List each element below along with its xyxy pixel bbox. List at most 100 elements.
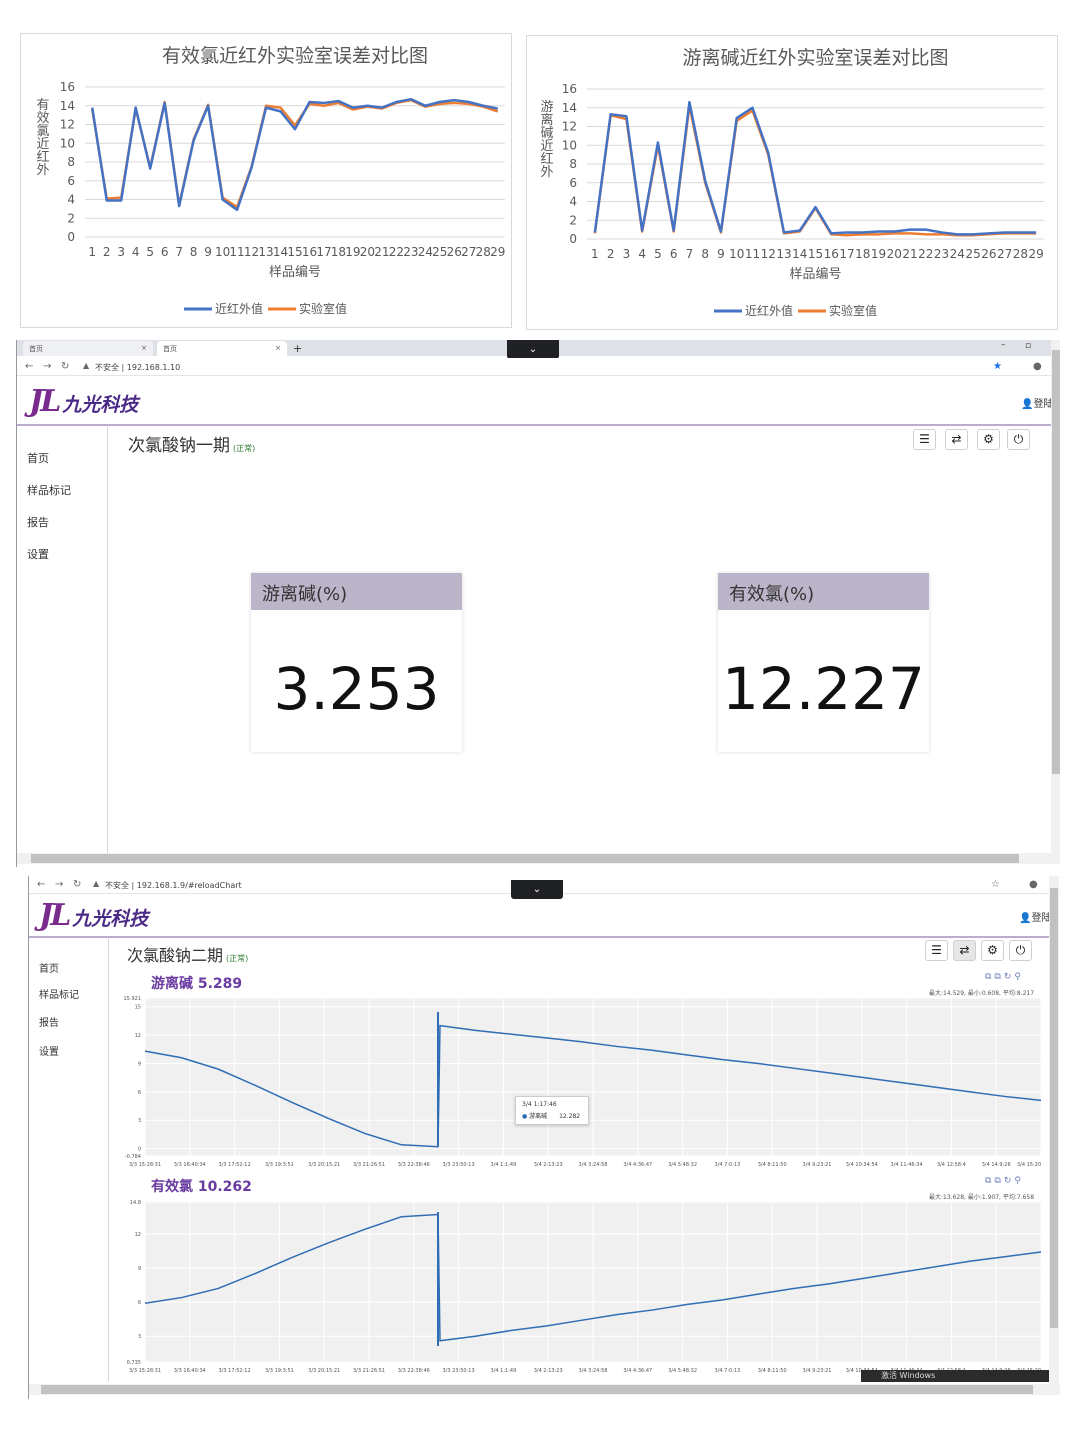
x-tick-label: 11 — [745, 247, 760, 261]
login-link[interactable]: 👤登陆 — [1019, 909, 1051, 924]
nav-sample-mark[interactable]: 样品标记 — [39, 990, 79, 1001]
vertical-scrollbar[interactable] — [1051, 340, 1060, 853]
chart-toolbox[interactable]: ⧉⧉↻⚲ — [985, 1176, 1024, 1186]
x-tick-label: 17 — [316, 245, 331, 259]
login-link[interactable]: 👤登陆 — [1021, 395, 1053, 410]
x-tick-label: 16 — [302, 245, 317, 259]
gear-icon[interactable]: ⚙ — [981, 940, 1004, 961]
x-tick-label: 23 — [934, 247, 949, 261]
x-tick-label: 3/3 16:40:34 — [174, 1368, 206, 1374]
x-tick-label: 3/3 22:38:46 — [398, 1368, 430, 1374]
gear-icon[interactable]: ⚙ — [977, 429, 1000, 450]
x-tick-label: 18 — [331, 245, 346, 259]
x-tick-label: 20 — [360, 245, 375, 259]
forward-icon[interactable]: → — [43, 361, 52, 372]
vertical-scrollbar[interactable] — [1049, 876, 1059, 1384]
x-tick-label: 3/4 1:1:49 — [491, 1368, 517, 1374]
x-tick-label: 18 — [855, 247, 870, 261]
x-tick-label: 3/3 15:28:31 — [129, 1162, 161, 1168]
reload-icon[interactable]: ↻ — [73, 879, 82, 890]
nav-home[interactable]: 首页 — [39, 964, 59, 975]
nav-sample-mark[interactable]: 样品标记 — [27, 484, 71, 497]
x-tick-label: 3/4 5:48:32 — [668, 1368, 697, 1374]
close-icon[interactable]: × — [141, 344, 147, 352]
chart-title: 游离碱近红外实验室误差对比图 — [682, 47, 948, 69]
back-icon[interactable]: ← — [25, 361, 34, 372]
page-title: 次氯酸钠二期 (正常) — [127, 942, 248, 966]
page-title-text: 次氯酸钠一期 — [128, 436, 230, 456]
y-tick-label: 4 — [67, 193, 75, 207]
x-tick-label: 9 — [717, 247, 725, 261]
x-tick-label: 3/3 23:50:13 — [443, 1368, 475, 1374]
x-tick-label: 15 — [808, 247, 823, 261]
nav-settings[interactable]: 设置 — [39, 1047, 59, 1058]
nav-home[interactable]: 首页 — [27, 452, 49, 465]
browser-tab-2[interactable]: 首页 × — [157, 341, 287, 356]
chevron-down-icon[interactable]: ⌄ — [507, 340, 559, 359]
x-tick-label: 28 — [476, 245, 491, 259]
x-tick-label: 8 — [190, 245, 198, 259]
y-tick-label: 10 — [562, 138, 577, 152]
y-tick-label: 9 — [138, 1061, 141, 1067]
nav-settings[interactable]: 设置 — [27, 548, 49, 561]
power-icon[interactable]: ⏻ — [1007, 429, 1030, 450]
x-tick-label: 29 — [490, 245, 505, 259]
chart-title-available-chlorine: 有效氯 10.262 — [151, 1179, 252, 1195]
profile-icon[interactable]: ● — [1029, 879, 1038, 890]
x-tick-label: 3/4 11:46:34 — [891, 1162, 923, 1168]
login-label: 登陆 — [1031, 913, 1052, 924]
y-tick-label: 12 — [135, 1033, 141, 1039]
x-tick-label: 3/3 19:3:51 — [265, 1368, 294, 1374]
logo-text: 九光科技 — [72, 908, 149, 930]
swap-icon[interactable]: ⇄ — [945, 429, 968, 450]
x-tick-label: 3/4 14:9:26 — [982, 1162, 1011, 1168]
horizontal-scrollbar[interactable] — [29, 1384, 1060, 1395]
forward-icon[interactable]: → — [55, 879, 64, 890]
warning-icon: ▲ — [83, 361, 90, 370]
power-icon[interactable]: ⏻ — [1009, 940, 1032, 961]
swap-icon[interactable]: ⇄ — [953, 940, 976, 961]
header-divider — [29, 936, 1049, 938]
logo-text: 九光科技 — [62, 394, 139, 416]
y-tick-label: 12 — [562, 120, 577, 134]
new-tab-icon[interactable]: + — [293, 342, 303, 355]
url-input[interactable]: 不安全 | 192.168.1.9/#reloadChart — [105, 881, 242, 890]
url-input[interactable]: 不安全 | 192.168.1.10 — [95, 363, 181, 372]
list-icon[interactable]: ☰ — [913, 429, 936, 450]
reload-icon[interactable]: ↻ — [61, 361, 70, 372]
legend-label: 近红外值 — [745, 303, 793, 318]
x-tick-label: 2 — [103, 245, 111, 259]
x-tick-label: 29 — [1028, 247, 1043, 261]
close-icon[interactable]: × — [275, 344, 281, 352]
star-icon[interactable]: ☆ — [991, 879, 1000, 890]
y-tick-label: 15.921 — [124, 996, 142, 1002]
horizontal-scrollbar[interactable] — [17, 853, 1060, 864]
chart-toolbox[interactable]: ⧉⧉↻⚲ — [985, 972, 1024, 982]
logo: JL 九光科技 — [39, 898, 148, 936]
activate-windows-notice: 激活 Windows — [861, 1370, 1051, 1382]
restore-icon[interactable]: ▫ — [1025, 341, 1032, 351]
x-tick-label: 3 — [623, 247, 631, 261]
y-tick-label: 6 — [138, 1300, 141, 1306]
nav-report[interactable]: 报告 — [27, 516, 49, 529]
list-icon[interactable]: ☰ — [925, 940, 948, 961]
x-tick-label: 3/4 8:11:50 — [758, 1162, 787, 1168]
trend-chart-free-alkali: 3/3 15:28:31 3/3 16:40:34 3/3 17:52:12 3/3 … — [124, 996, 1042, 1168]
x-tick-label: 3/4 12:58:4 — [937, 1162, 966, 1168]
y-tick-label: 2 — [67, 211, 75, 225]
x-tick-label: 14 — [273, 245, 288, 259]
x-tick-label: 1 — [88, 245, 96, 259]
minimize-icon[interactable]: – — [1001, 340, 1006, 350]
profile-icon[interactable]: ● — [1033, 361, 1042, 372]
nav-report[interactable]: 报告 — [39, 1018, 59, 1029]
browser-tab-1[interactable]: 首页 × — [23, 341, 153, 356]
legend-label: 实验室值 — [299, 301, 347, 316]
legend-label: 近红外值 — [215, 301, 263, 316]
star-icon[interactable]: ★ — [993, 361, 1002, 372]
chevron-down-icon[interactable]: ⌄ — [511, 880, 563, 899]
y-tick-label: -0.784 — [125, 1154, 141, 1160]
back-icon[interactable]: ← — [37, 879, 46, 890]
status-badge: (正常) — [226, 954, 249, 963]
x-tick-label: 3/3 15:28:31 — [129, 1368, 161, 1374]
